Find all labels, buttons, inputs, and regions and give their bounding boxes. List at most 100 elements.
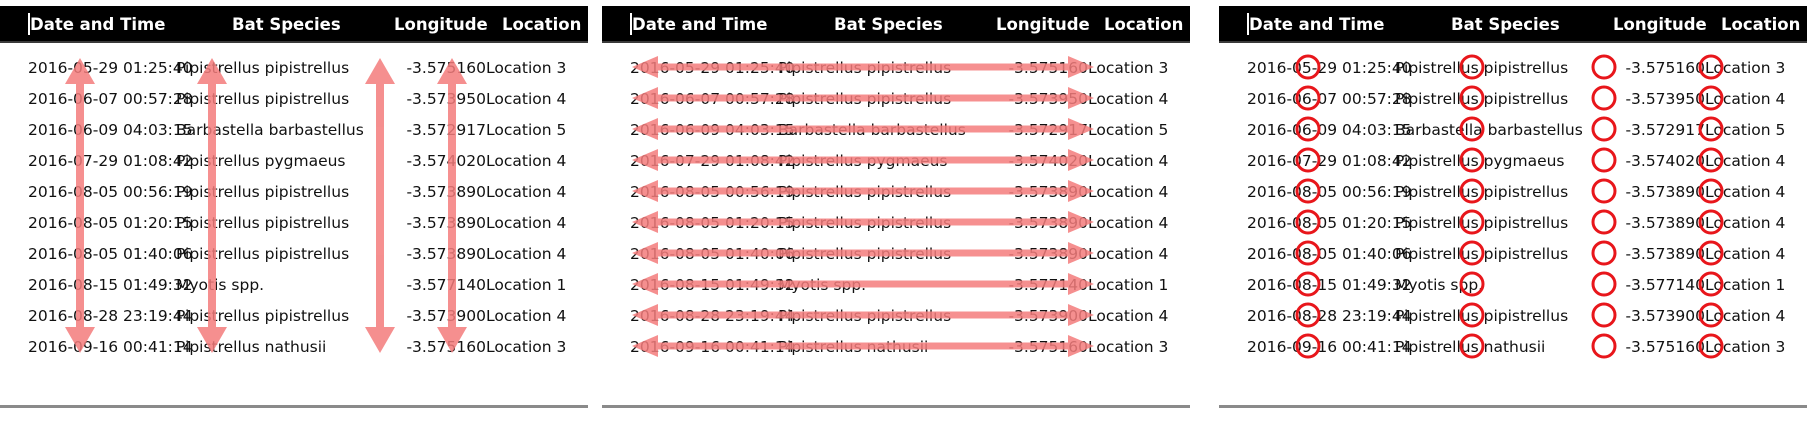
cell-date: 2016-06-09 04:03:15 bbox=[28, 121, 193, 139]
cell-date: 2016-08-05 00:56:19 bbox=[1247, 183, 1412, 201]
cell-species: Pipistrellus pipistrellus bbox=[1395, 307, 1569, 325]
cell-location: Location 4 bbox=[1088, 152, 1169, 170]
table-row: 2016-09-16 00:41:14 Pipistrellus nathusii… bbox=[1219, 329, 1807, 365]
cell-species: Pipistrellus pygmaeus bbox=[176, 152, 346, 170]
cell-location: Location 5 bbox=[1088, 121, 1169, 139]
cell-date: 2016-08-28 23:19:44 bbox=[630, 307, 795, 325]
column-header-location: Location bbox=[1721, 15, 1801, 34]
cell-date: 2016-06-07 00:57:28 bbox=[630, 90, 795, 108]
cell-species: Pipistrellus nathusii bbox=[778, 338, 929, 356]
cell-date: 2016-08-05 01:40:06 bbox=[630, 245, 795, 263]
cell-longitude: -3.575160 bbox=[1008, 338, 1088, 356]
cell-species: Pipistrellus nathusii bbox=[1395, 338, 1546, 356]
cell-longitude: -3.573950 bbox=[1625, 90, 1705, 108]
cell-date: 2016-08-15 01:49:32 bbox=[1247, 276, 1412, 294]
cell-species: Pipistrellus pipistrellus bbox=[176, 245, 350, 263]
table-row: 2016-06-07 00:57:28 Pipistrellus pipistre… bbox=[0, 81, 588, 117]
cell-species: Pipistrellus pipistrellus bbox=[778, 90, 952, 108]
cell-species: Myotis spp. bbox=[1395, 276, 1484, 294]
cell-longitude: -3.573890 bbox=[1008, 214, 1088, 232]
bottom-rule bbox=[602, 405, 1190, 408]
cell-longitude: -3.577140 bbox=[1008, 276, 1088, 294]
cell-species: Pipistrellus pipistrellus bbox=[176, 307, 350, 325]
cell-date: 2016-09-16 00:41:14 bbox=[28, 338, 193, 356]
cell-date: 2016-09-16 00:41:14 bbox=[630, 338, 795, 356]
cell-longitude: -3.575160 bbox=[1008, 59, 1088, 77]
table-panel-3: Date and Time Bat Species Longitude Locatio… bbox=[1219, 6, 1807, 408]
table-row: 2016-08-15 01:49:32 Myotis spp. -3.577140 L… bbox=[0, 267, 588, 303]
cell-date: 2016-08-28 23:19:44 bbox=[28, 307, 193, 325]
cell-longitude: -3.573890 bbox=[1625, 183, 1705, 201]
cell-longitude: -3.572917 bbox=[406, 121, 486, 139]
table-header: Date and Time Bat Species Longitude Locatio… bbox=[602, 6, 1190, 43]
cell-species: Pipistrellus pipistrellus bbox=[1395, 245, 1569, 263]
cell-longitude: -3.574020 bbox=[1008, 152, 1088, 170]
cell-longitude: -3.575160 bbox=[406, 59, 486, 77]
cell-date: 2016-08-15 01:49:32 bbox=[28, 276, 193, 294]
column-header-date: Date and Time bbox=[629, 13, 768, 35]
cell-longitude: -3.572917 bbox=[1625, 121, 1705, 139]
cell-date: 2016-06-09 04:03:15 bbox=[1247, 121, 1412, 139]
cell-location: Location 4 bbox=[1088, 307, 1169, 325]
cell-location: Location 4 bbox=[1705, 214, 1786, 232]
cell-location: Location 4 bbox=[486, 245, 567, 263]
cell-date: 2016-05-29 01:25:40 bbox=[28, 59, 193, 77]
cell-date: 2016-08-05 01:20:15 bbox=[28, 214, 193, 232]
cell-location: Location 4 bbox=[1705, 245, 1786, 263]
cell-date: 2016-06-09 04:03:15 bbox=[630, 121, 795, 139]
cell-species: Pipistrellus pipistrellus bbox=[1395, 59, 1569, 77]
cell-species: Barbastella barbastellus bbox=[778, 121, 966, 139]
cell-species: Pipistrellus pipistrellus bbox=[176, 214, 350, 232]
cell-species: Pipistrellus pipistrellus bbox=[176, 183, 350, 201]
cell-species: Pipistrellus pipistrellus bbox=[778, 183, 952, 201]
cell-location: Location 4 bbox=[1088, 90, 1169, 108]
cell-longitude: -3.573900 bbox=[1625, 307, 1705, 325]
cell-species: Pipistrellus pipistrellus bbox=[1395, 214, 1569, 232]
cell-location: Location 3 bbox=[1088, 338, 1169, 356]
cell-date: 2016-08-05 01:40:06 bbox=[1247, 245, 1412, 263]
cell-longitude: -3.575160 bbox=[406, 338, 486, 356]
cell-species: Pipistrellus pipistrellus bbox=[176, 59, 350, 77]
cell-location: Location 4 bbox=[1088, 183, 1169, 201]
table-panel-1: Date and Time Bat Species Longitude Locatio… bbox=[0, 6, 588, 408]
cell-longitude: -3.573890 bbox=[406, 245, 486, 263]
cell-species: Pipistrellus pygmaeus bbox=[778, 152, 948, 170]
cell-date: 2016-07-29 01:08:42 bbox=[1247, 152, 1412, 170]
table-row: 2016-07-29 01:08:42 Pipistrellus pygmaeus… bbox=[0, 143, 588, 179]
cell-location: Location 4 bbox=[1705, 307, 1786, 325]
cell-species: Pipistrellus pipistrellus bbox=[1395, 90, 1569, 108]
cell-species: Pipistrellus nathusii bbox=[176, 338, 327, 356]
cell-date: 2016-05-29 01:25:40 bbox=[1247, 59, 1412, 77]
cell-longitude: -3.573890 bbox=[406, 183, 486, 201]
table-row: 2016-08-05 01:20:15 Pipistrellus pipistre… bbox=[0, 205, 588, 241]
cell-location: Location 3 bbox=[486, 338, 567, 356]
cell-location: Location 3 bbox=[1705, 338, 1786, 356]
table-row: 2016-06-09 04:03:15 Barbastella barbastel… bbox=[0, 112, 588, 148]
cell-date: 2016-08-05 00:56:19 bbox=[630, 183, 795, 201]
cell-longitude: -3.573890 bbox=[1625, 214, 1705, 232]
cell-location: Location 4 bbox=[486, 214, 567, 232]
cell-longitude: -3.577140 bbox=[1625, 276, 1705, 294]
cell-species: Myotis spp. bbox=[778, 276, 867, 294]
cell-species: Pipistrellus pipistrellus bbox=[778, 59, 952, 77]
cell-date: 2016-08-05 01:20:15 bbox=[630, 214, 795, 232]
table-row: 2016-08-28 23:19:44 Pipistrellus pipistre… bbox=[0, 298, 588, 334]
cell-species: Pipistrellus pipistrellus bbox=[176, 90, 350, 108]
table-row: 2016-09-16 00:41:14 Pipistrellus nathusii… bbox=[602, 329, 1190, 365]
column-header-longitude: Longitude bbox=[394, 15, 488, 34]
cell-species: Pipistrellus pipistrellus bbox=[778, 307, 952, 325]
cell-species: Pipistrellus pipistrellus bbox=[1395, 183, 1569, 201]
cell-species: Pipistrellus pipistrellus bbox=[778, 214, 952, 232]
table-row: 2016-09-16 00:41:14 Pipistrellus nathusii… bbox=[0, 329, 588, 365]
cell-date: 2016-07-29 01:08:42 bbox=[28, 152, 193, 170]
cell-date: 2016-08-15 01:49:32 bbox=[630, 276, 795, 294]
cell-location: Location 4 bbox=[1088, 245, 1169, 263]
cell-location: Location 4 bbox=[486, 183, 567, 201]
cell-longitude: -3.573900 bbox=[1008, 307, 1088, 325]
cell-date: 2016-08-05 01:40:06 bbox=[28, 245, 193, 263]
column-header-species: Bat Species bbox=[1451, 15, 1560, 34]
cell-longitude: -3.575160 bbox=[1625, 59, 1705, 77]
cell-longitude: -3.573890 bbox=[1625, 245, 1705, 263]
cell-date: 2016-07-29 01:08:42 bbox=[630, 152, 795, 170]
cell-date: 2016-06-07 00:57:28 bbox=[1247, 90, 1412, 108]
